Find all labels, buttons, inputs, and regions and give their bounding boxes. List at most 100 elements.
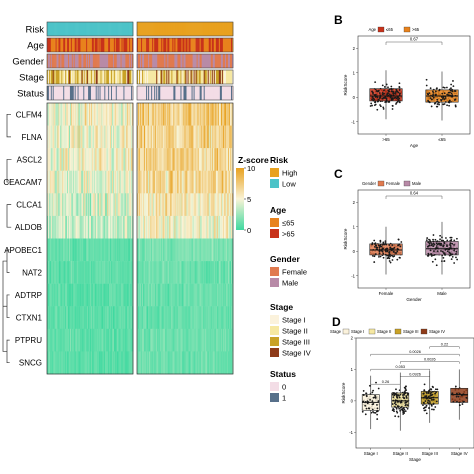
heat-cell bbox=[69, 261, 72, 284]
data-point bbox=[446, 86, 448, 89]
heat-cell bbox=[99, 193, 101, 217]
gene-label-flna: FLNA bbox=[22, 133, 43, 142]
stage-cell bbox=[117, 70, 119, 84]
heat-cell bbox=[90, 238, 93, 262]
heat-cell bbox=[203, 170, 206, 194]
gender-cell bbox=[169, 54, 171, 68]
heat-cell bbox=[76, 351, 78, 375]
stage-cell bbox=[58, 70, 60, 84]
heat-cell bbox=[54, 238, 56, 262]
gender-legend-title: Gender bbox=[270, 254, 300, 264]
heat-cell bbox=[119, 238, 121, 262]
heat-cell bbox=[87, 148, 89, 171]
heat-cell bbox=[225, 125, 228, 149]
heat-cell bbox=[206, 125, 209, 149]
heat-cell bbox=[221, 261, 224, 284]
heat-cell bbox=[72, 148, 75, 171]
heat-cell bbox=[171, 170, 173, 194]
age-cell bbox=[207, 38, 210, 52]
heat-cell bbox=[162, 328, 164, 352]
age-cell bbox=[208, 38, 211, 52]
heat-cell bbox=[168, 148, 170, 171]
age-cell bbox=[126, 38, 128, 52]
gender-cell bbox=[205, 54, 208, 68]
heat-cell bbox=[90, 306, 93, 330]
heat-cell bbox=[188, 351, 190, 375]
heat-cell bbox=[170, 193, 172, 217]
heat-cell bbox=[73, 125, 76, 149]
risk-cell bbox=[111, 22, 113, 36]
heat-cell bbox=[124, 328, 126, 352]
gender-cell bbox=[153, 54, 155, 68]
heat-cell bbox=[165, 261, 167, 284]
heat-cell bbox=[99, 351, 101, 375]
age-cell bbox=[231, 38, 234, 52]
heat-cell bbox=[164, 103, 166, 126]
heat-cell bbox=[225, 148, 228, 171]
status-cell bbox=[122, 86, 124, 100]
heat-cell bbox=[88, 103, 90, 126]
heat-cell bbox=[106, 238, 108, 262]
heat-cell bbox=[127, 306, 129, 330]
heat-cell bbox=[149, 148, 151, 171]
heat-cell bbox=[73, 148, 76, 171]
heat-cell bbox=[230, 193, 233, 217]
heat-cell bbox=[56, 125, 58, 149]
heat-cell bbox=[116, 306, 119, 330]
zscore-tick-label: 5 bbox=[247, 195, 251, 204]
heat-cell bbox=[99, 261, 101, 284]
heat-cell bbox=[55, 261, 57, 284]
gender-cell bbox=[190, 54, 192, 68]
gender-cell bbox=[52, 54, 54, 68]
heat-cell bbox=[220, 148, 223, 171]
heat-cell bbox=[47, 261, 50, 284]
age-cell bbox=[78, 38, 80, 52]
heat-cell bbox=[148, 170, 150, 194]
heat-cell bbox=[108, 328, 110, 352]
age-cell bbox=[57, 38, 59, 52]
data-point bbox=[430, 403, 433, 406]
heat-cell bbox=[225, 103, 228, 126]
panel-legend-swatch bbox=[403, 180, 411, 187]
heat-cell bbox=[113, 215, 116, 239]
heat-cell bbox=[167, 103, 169, 126]
heat-cell bbox=[150, 306, 152, 330]
data-point bbox=[442, 86, 445, 89]
heat-cell bbox=[94, 170, 97, 194]
risk-cell bbox=[71, 22, 74, 36]
heat-cell bbox=[113, 351, 116, 375]
age-cell bbox=[155, 38, 157, 52]
heat-cell bbox=[67, 328, 69, 352]
heat-cell bbox=[87, 170, 89, 194]
heat-cell bbox=[87, 193, 89, 217]
stage-cell bbox=[123, 70, 125, 84]
heat-cell bbox=[192, 103, 194, 126]
heat-cell bbox=[158, 103, 160, 126]
heat-cell bbox=[92, 215, 95, 239]
stage-cell bbox=[82, 70, 84, 84]
heat-cell bbox=[147, 261, 149, 284]
heat-cell bbox=[83, 261, 85, 284]
heat-cell bbox=[208, 351, 211, 375]
risk-cell bbox=[102, 22, 104, 36]
data-point bbox=[465, 396, 468, 399]
heat-cell bbox=[166, 351, 168, 375]
heat-cell bbox=[106, 148, 108, 171]
data-point bbox=[390, 247, 393, 250]
heat-cell bbox=[175, 148, 177, 171]
heat-cell bbox=[196, 148, 198, 171]
stage-cell bbox=[231, 70, 234, 84]
heat-cell bbox=[121, 148, 123, 171]
heat-cell bbox=[159, 351, 161, 375]
heat-cell bbox=[160, 103, 162, 126]
heat-cell bbox=[225, 351, 228, 375]
data-point bbox=[381, 84, 384, 87]
heat-cell bbox=[131, 283, 133, 307]
heat-cell bbox=[214, 125, 217, 149]
heat-cell bbox=[211, 193, 214, 217]
age-cell bbox=[105, 38, 107, 52]
heat-cell bbox=[55, 170, 57, 194]
heat-cell bbox=[64, 103, 66, 126]
stage-cell bbox=[209, 70, 212, 84]
gender-cell bbox=[75, 54, 77, 68]
